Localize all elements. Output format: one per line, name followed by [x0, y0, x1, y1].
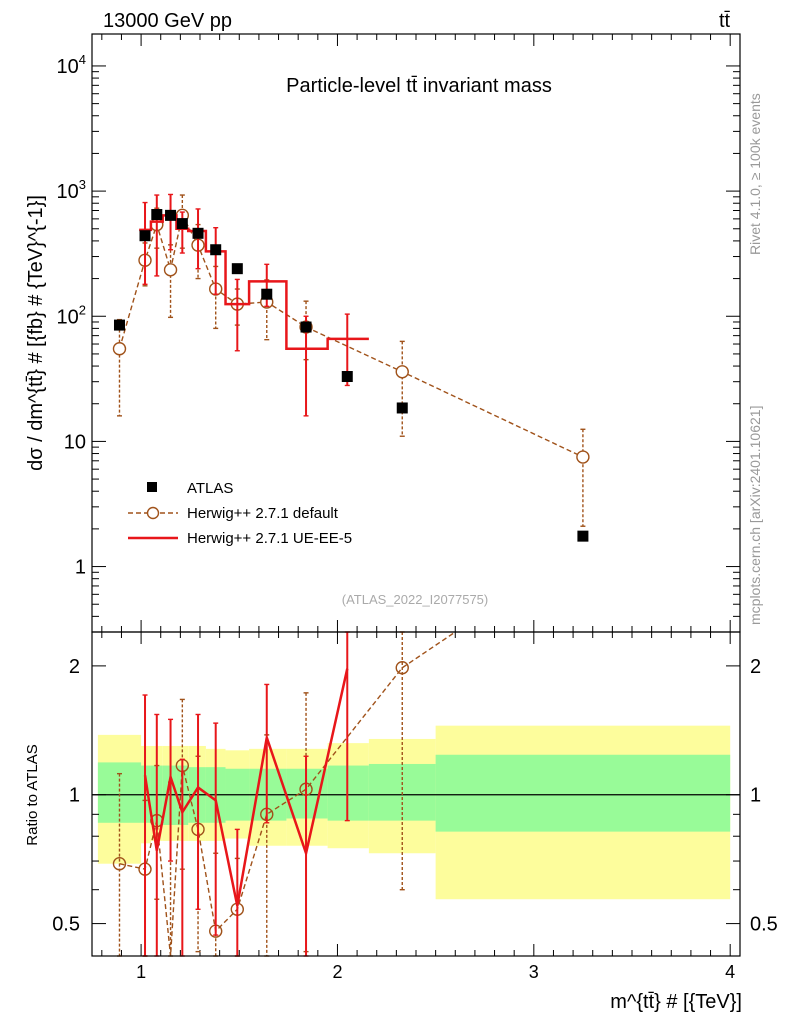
atlas-data-point — [261, 288, 273, 300]
herwig-default-point — [395, 365, 409, 379]
ratio-herwig-default-point — [395, 661, 409, 675]
atlas-data-point — [151, 209, 163, 221]
main-panel: 1 10 102 103 104 Particle-level tt̄ invarian… — [25, 33, 741, 633]
x-tick-label: 4 — [725, 962, 735, 982]
energy-label: 13000 GeV pp — [103, 10, 232, 32]
ratio-y-tick-label: 0.5 — [52, 914, 80, 936]
legend-default-label: Herwig++ 2.7.1 default — [187, 505, 339, 522]
ratio-herwig-default-line — [119, 631, 456, 957]
ratio-herwig-ueee5-line — [143, 668, 349, 907]
atlas-data-point — [210, 244, 222, 256]
y-axis-label: dσ / dm^{tt̄} # [{fb} # {TeV}^{-1}] — [25, 195, 47, 471]
y-tick-label: 10 — [64, 431, 86, 453]
herwig-ueee5-line — [139, 214, 369, 350]
ratio-inner-band-bin — [97, 762, 142, 823]
y-tick-label: 103 — [57, 177, 86, 203]
legend-atlas-label: ATLAS — [187, 480, 233, 497]
herwig-default-point — [112, 342, 127, 356]
ratio-y-tick-label: 1 — [69, 785, 80, 807]
atlas-data-point — [192, 227, 204, 239]
ratio-herwig-default-point — [112, 857, 127, 871]
herwig-default-point — [576, 450, 590, 464]
atlas-data-point — [113, 319, 125, 331]
atlas-data-point — [176, 218, 188, 230]
ratio-y-tick-label-right: 2 — [750, 656, 761, 678]
herwig-default-line — [118, 213, 584, 458]
x-tick-label: 1 — [136, 962, 146, 982]
ratio-frame — [91, 631, 741, 957]
ratio-y-tick-label: 2 — [69, 656, 80, 678]
analysis-tag: (ATLAS_2022_I2077575) — [342, 592, 488, 607]
ratio-y-tick-label-right: 1 — [750, 785, 761, 807]
x-tick-label: 3 — [529, 962, 539, 982]
y-tick-label: 102 — [57, 302, 86, 328]
atlas-data-point — [577, 530, 589, 542]
atlas-data-point — [396, 402, 408, 414]
atlas-data-point — [300, 321, 312, 333]
atlas-data-point — [139, 230, 151, 242]
legend: ATLAS Herwig++ 2.7.1 default Herwig++ 2.… — [128, 480, 352, 547]
legend-atlas-marker — [147, 482, 157, 492]
ratio-y-tick-label-right: 0.5 — [750, 914, 778, 936]
source-label: mcplots.cern.ch [arXiv:2401.10621] — [747, 406, 763, 625]
herwig-default-point — [163, 263, 178, 277]
rivet-version-label: Rivet 4.1.0, ≥ 100k events — [747, 93, 763, 255]
atlas-data-point — [341, 371, 353, 383]
y-tick-label: 1 — [75, 557, 86, 579]
x-tick-label: 2 — [332, 962, 342, 982]
process-label: tt̄ — [719, 10, 731, 32]
chart-title: Particle-level tt̄ invariant mass — [286, 75, 552, 97]
ratio-panel: 1 2 3 4 0.5 0.5 1 1 2 2 Ratio to ATLAS m^{tt̄} # … — [24, 631, 778, 1013]
atlas-data-point — [231, 263, 243, 275]
legend-default-marker — [146, 506, 160, 520]
x-axis-label: m^{tt̄} # [{TeV}] — [610, 991, 742, 1013]
ratio-inner-band-bin — [435, 754, 731, 832]
atlas-data-point — [165, 209, 177, 221]
ratio-y-axis-label: Ratio to ATLAS — [24, 744, 41, 845]
y-tick-label: 104 — [57, 52, 86, 78]
legend-ueee5-label: Herwig++ 2.7.1 UE-EE-5 — [187, 530, 352, 547]
